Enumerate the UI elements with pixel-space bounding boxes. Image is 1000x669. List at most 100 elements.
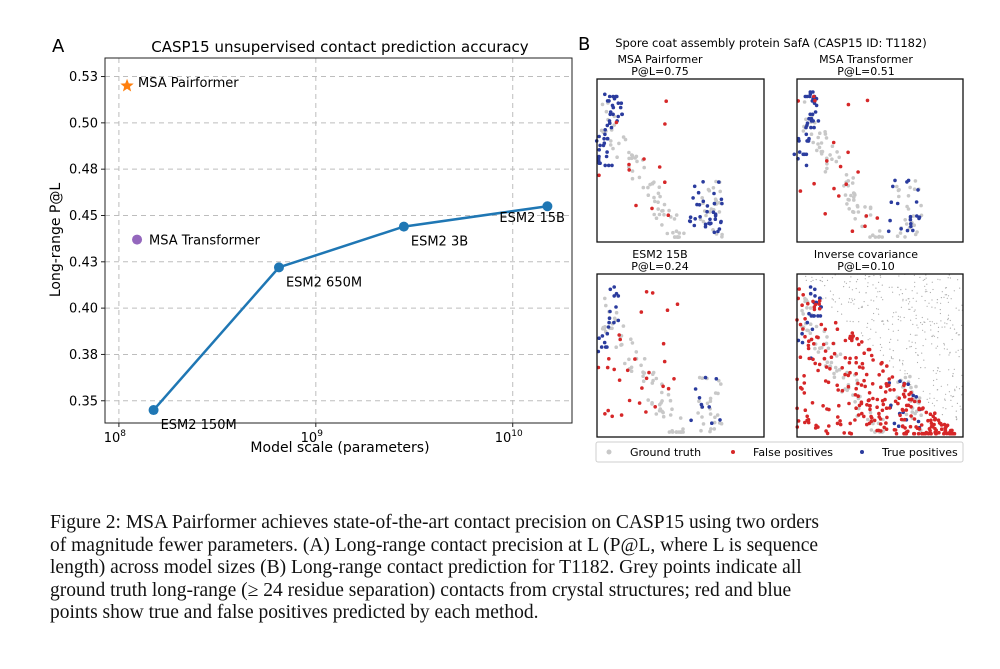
- true-positive-dot: [616, 318, 621, 323]
- background-noise-dot: [961, 324, 963, 326]
- background-noise-dot: [919, 276, 921, 278]
- background-noise-dot: [940, 385, 942, 387]
- background-noise-dot: [926, 290, 928, 293]
- true-positive-dot: [710, 421, 714, 426]
- ground-truth-dot: [660, 223, 664, 227]
- background-noise-dot: [902, 300, 904, 302]
- background-noise-dot: [926, 305, 928, 307]
- false-positive-dot: [603, 412, 607, 416]
- false-positive-dot: [885, 364, 889, 368]
- false-positive-dot: [867, 404, 872, 408]
- y-axis-label: Long-range P@L: [48, 183, 64, 298]
- background-noise-dot: [935, 347, 937, 349]
- false-positive-dot: [893, 399, 898, 404]
- ground-truth-dot: [877, 229, 882, 233]
- false-positive-dot: [855, 336, 859, 341]
- false-positive-dot: [867, 347, 872, 352]
- background-noise-dot: [908, 303, 910, 305]
- ground-truth-dot: [871, 233, 875, 237]
- ground-truth-dot: [904, 222, 909, 226]
- false-positive-dot: [917, 399, 922, 404]
- panel-b-letter: B: [578, 34, 590, 55]
- ground-truth-dot: [656, 191, 661, 196]
- background-noise-dot: [933, 379, 935, 382]
- ground-truth-dot: [906, 194, 911, 198]
- ground-truth-dot: [658, 407, 663, 411]
- true-positive-dot: [810, 327, 815, 332]
- ground-truth-dot: [662, 202, 667, 207]
- background-noise-dot: [805, 279, 807, 281]
- background-noise-dot: [880, 276, 882, 278]
- false-positive-dot: [802, 374, 806, 378]
- background-noise-dot: [952, 324, 954, 326]
- false-positive-dot: [848, 356, 852, 361]
- map-1-name: MSA Pairformer: [617, 53, 703, 66]
- true-positive-dot: [597, 161, 602, 165]
- true-positive-dot: [807, 136, 811, 141]
- background-noise-dot: [870, 299, 872, 301]
- background-noise-dot: [869, 338, 871, 340]
- background-noise-dot: [845, 282, 848, 284]
- background-noise-dot: [908, 340, 910, 342]
- false-positive-dot: [854, 356, 858, 360]
- true-positive-dot: [693, 387, 698, 391]
- ground-truth-dot: [667, 208, 671, 213]
- ground-truth-dot: [844, 173, 849, 177]
- background-noise-dot: [957, 279, 959, 281]
- false-positive-dot: [903, 431, 907, 436]
- true-positive-dot: [597, 336, 601, 341]
- background-noise-dot: [892, 358, 894, 360]
- background-noise-dot: [933, 405, 936, 407]
- background-noise-dot: [869, 275, 871, 278]
- ground-truth-dot: [681, 430, 685, 434]
- false-positive-dot: [917, 427, 922, 431]
- ground-truth-dot: [873, 235, 878, 239]
- background-noise-dot: [848, 298, 851, 300]
- ground-truth-dot: [623, 361, 627, 366]
- true-positive-dot: [691, 196, 695, 200]
- background-noise-dot: [951, 396, 954, 398]
- false-positive-dot: [825, 159, 829, 163]
- background-noise-dot: [944, 326, 946, 328]
- background-noise-dot: [914, 342, 917, 344]
- background-noise-dot: [954, 390, 956, 392]
- true-positive-dot: [812, 125, 816, 130]
- ground-truth-dot: [835, 369, 839, 373]
- false-positive-dot: [650, 291, 655, 295]
- ground-truth-dot: [825, 335, 829, 339]
- false-positive-dot: [812, 181, 816, 186]
- background-noise-dot: [932, 384, 935, 386]
- background-noise-dot: [924, 291, 927, 293]
- esm2-point-label: ESM2 150M: [161, 418, 237, 433]
- ground-truth-dot: [630, 176, 635, 181]
- ground-truth-dot: [674, 229, 679, 233]
- background-noise-dot: [949, 352, 951, 354]
- msa-pairformer-star-marker: [120, 78, 134, 92]
- ground-truth-dot: [709, 427, 713, 431]
- false-positive-dot: [840, 388, 845, 393]
- ground-truth-dot: [835, 150, 839, 154]
- ground-truth-dot: [633, 156, 637, 160]
- ground-truth-dot: [696, 411, 700, 415]
- false-positive-dot: [899, 417, 904, 422]
- background-noise-dot: [953, 368, 955, 370]
- false-positive-dot: [847, 360, 852, 365]
- background-noise-dot: [854, 298, 856, 300]
- false-positive-dot: [846, 384, 851, 389]
- false-positive-dot: [653, 405, 657, 409]
- ground-truth-dot: [714, 179, 718, 184]
- ground-truth-dot: [846, 197, 850, 202]
- background-noise-dot: [872, 284, 874, 286]
- ground-truth-dot: [823, 130, 827, 134]
- esm2-data-point: [542, 201, 553, 212]
- background-noise-dot: [915, 300, 917, 302]
- ground-truth-dot: [829, 360, 834, 365]
- esm2-point-label: ESM2 3B: [411, 235, 468, 250]
- background-noise-dot: [910, 384, 912, 386]
- false-positive-dot: [929, 418, 933, 423]
- false-positive-dot: [822, 356, 827, 361]
- ground-truth-dot: [711, 186, 716, 190]
- msa-transformer-marker: [132, 234, 143, 245]
- ground-truth-dot: [708, 396, 713, 401]
- background-noise-dot: [936, 302, 938, 304]
